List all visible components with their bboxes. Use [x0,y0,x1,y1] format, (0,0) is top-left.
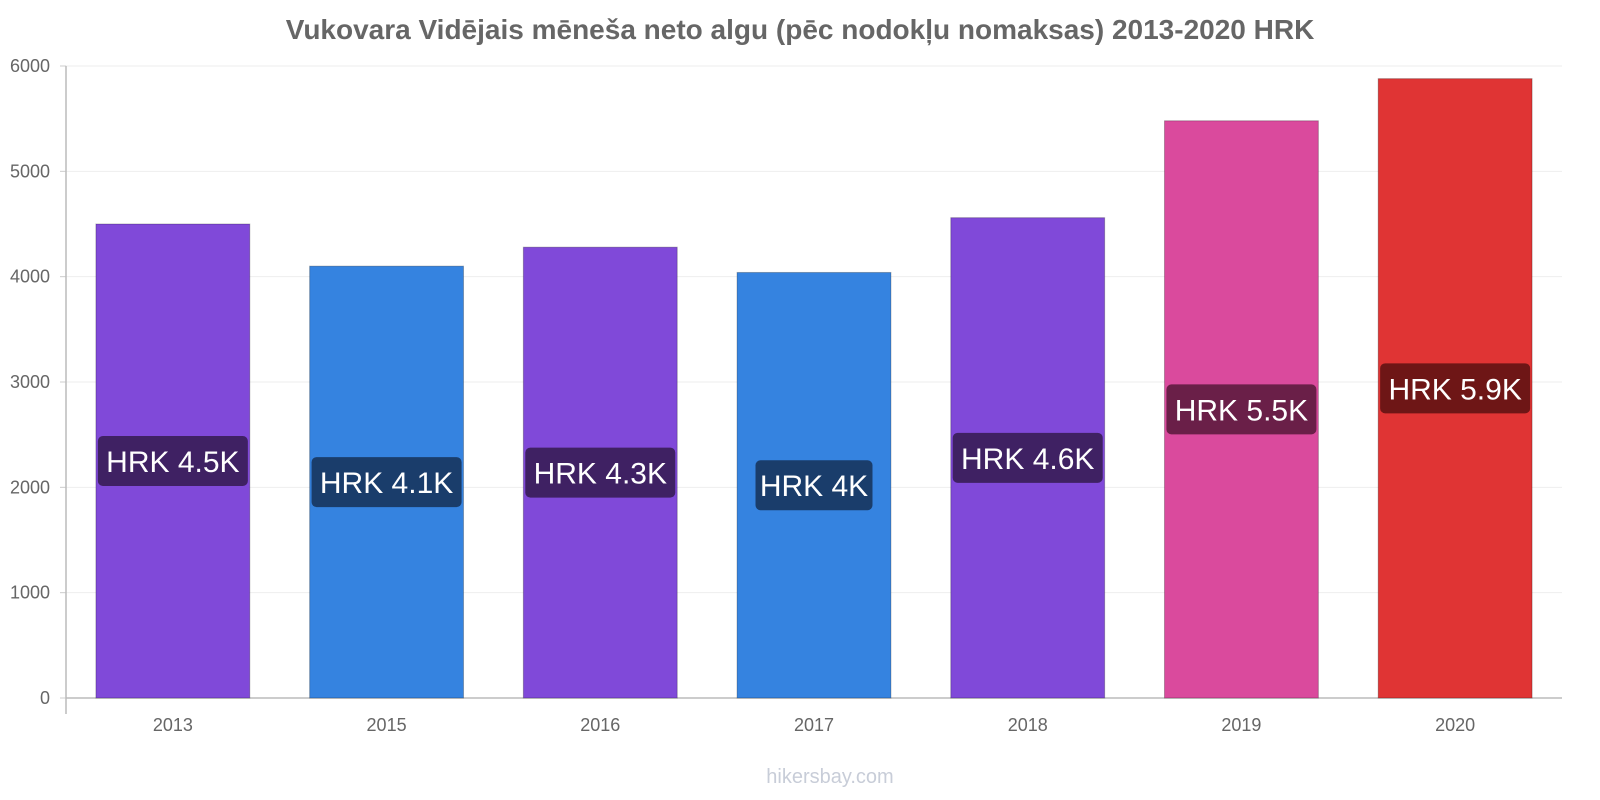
x-tick-label: 2020 [1435,715,1475,735]
data-label: HRK 4K [760,470,868,503]
data-label: HRK 4.1K [320,467,453,500]
data-label-bg [1380,363,1531,414]
x-tick-label: 2019 [1221,715,1261,735]
y-tick-label: 4000 [10,267,50,287]
data-label-bg [952,432,1103,483]
x-tick-label: 2016 [580,715,620,735]
y-tick-label: 5000 [10,161,50,181]
x-tick-label: 2018 [1008,715,1048,735]
data-label: HRK 5.9K [1388,373,1521,406]
data-label-bg [97,436,248,486]
y-tick-label: 2000 [10,477,50,497]
y-tick-label: 1000 [10,583,50,603]
data-label: HRK 4.5K [106,446,239,479]
y-tick-label: 0 [40,688,50,708]
data-label-bg [755,460,873,511]
data-label-bg [1166,384,1317,435]
chart-title: Vukovara Vidējais mēneša neto algu (pēc … [285,14,1315,45]
x-tick-label: 2013 [153,715,193,735]
y-tick-label: 6000 [10,56,50,76]
data-label-bg [525,447,676,498]
watermark: hikersbay.com [766,766,894,788]
x-tick-label: 2015 [367,715,407,735]
data-label: HRK 4.3K [534,458,667,491]
data-label: HRK 4.6K [961,443,1094,476]
data-label: HRK 5.5K [1175,394,1308,427]
y-tick-label: 3000 [10,372,50,392]
data-label-bg [311,457,462,508]
x-tick-label: 2017 [794,715,834,735]
